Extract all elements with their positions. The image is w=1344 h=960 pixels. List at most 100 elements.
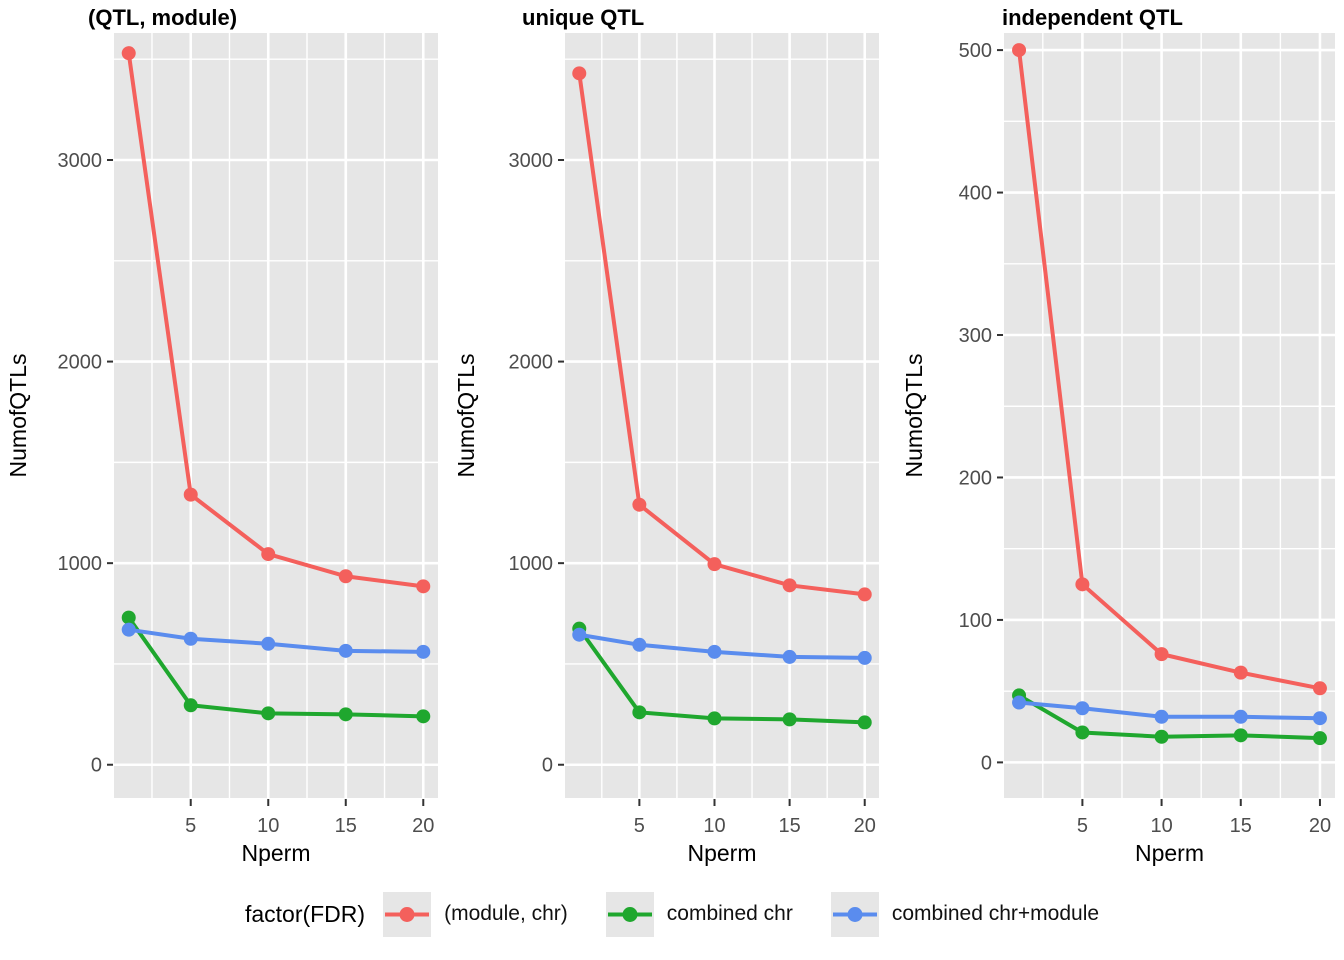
legend-swatch-svg [830, 891, 879, 937]
data-point-green [1312, 731, 1327, 746]
y-tick-label: 300 [959, 325, 992, 347]
x-axis-label: Nperm [1135, 840, 1204, 866]
data-point-blue [572, 627, 587, 642]
panel-title: independent QTL [1002, 5, 1183, 30]
x-tick-label: 10 [1150, 815, 1172, 837]
data-point-blue [1233, 709, 1248, 724]
legend-label-module-chr: (module, chr) [444, 902, 568, 925]
panel-independent-qtl-chart: 0 100 200 300 400 500 5 10 15 20 independent QTL Np… [901, 5, 1335, 866]
legend-key-green-line-icon [605, 891, 654, 937]
x-tick-label: 5 [185, 815, 196, 837]
data-point-green [183, 698, 198, 713]
x-tick-label: 15 [335, 815, 357, 837]
legend-key-red-line-icon [383, 891, 432, 937]
y-tick-label: 1000 [58, 553, 103, 575]
legend-label-combined-chr-module: combined chr+module [891, 902, 1100, 925]
data-point-blue [416, 644, 431, 659]
data-point-green [632, 705, 647, 720]
y-tick-label: 200 [959, 467, 992, 489]
y-tick-label: 0 [542, 755, 553, 777]
panel-title: unique QTL [522, 5, 644, 30]
data-point-red [338, 569, 353, 584]
data-point-blue [1012, 695, 1027, 710]
y-tick-label: 400 [959, 183, 992, 205]
data-point-red [632, 497, 647, 512]
data-point-red [1154, 647, 1169, 662]
x-tick-label: 10 [257, 815, 279, 837]
legend-key-blue-line-icon [830, 891, 879, 937]
legend: factor(FDR) (module, chr) combined chr c… [0, 868, 1344, 960]
data-point-blue [857, 650, 872, 665]
legend-swatch-svg [605, 891, 654, 937]
y-tick-label: 0 [91, 755, 102, 777]
legend-key-point [399, 906, 415, 922]
x-axis-label: Nperm [241, 840, 310, 866]
data-point-blue [261, 636, 276, 651]
y-tick-label: 3000 [58, 150, 103, 172]
data-point-blue [338, 643, 353, 658]
data-point-green [782, 712, 797, 727]
x-tick-label: 20 [1309, 815, 1331, 837]
data-point-blue [782, 649, 797, 664]
x-tick-label: 20 [412, 815, 434, 837]
y-axis-label: NumofQTLs [901, 354, 927, 478]
legend-item-combined-chr-module: combined chr+module [830, 891, 1100, 937]
data-point-blue [1154, 709, 1169, 724]
data-point-blue [1075, 701, 1090, 716]
panel-title: (QTL, module) [88, 5, 237, 30]
legend-item-module-chr: (module, chr) [383, 891, 568, 937]
data-point-red [183, 487, 198, 502]
data-point-blue [121, 622, 136, 637]
data-point-blue [183, 631, 198, 646]
data-point-red [121, 46, 136, 61]
data-point-red [572, 66, 587, 81]
data-point-red [1312, 681, 1327, 696]
y-tick-label: 1000 [509, 553, 554, 575]
x-tick-label: 5 [634, 815, 645, 837]
data-point-green [857, 715, 872, 730]
subplot-independent-qtl: 0 100 200 300 400 500 5 10 15 20 independent QTL Np… [896, 0, 1344, 868]
panel-background [114, 33, 438, 798]
panel-unique-qtl-chart: 0 1000 2000 3000 5 10 15 20 unique QTL Nperm Numof… [453, 5, 879, 866]
data-point-red [1075, 577, 1090, 592]
data-point-red [1233, 665, 1248, 680]
y-tick-label: 2000 [509, 352, 554, 374]
plots-row: 0 1000 2000 3000 5 10 15 20 (QTL, module) Nperm Nu… [0, 0, 1344, 868]
x-tick-label: 15 [1230, 815, 1252, 837]
y-tick-label: 3000 [509, 150, 554, 172]
y-tick-label: 100 [959, 610, 992, 632]
data-point-red [782, 578, 797, 593]
data-point-red [416, 579, 431, 594]
x-tick-label: 10 [703, 815, 725, 837]
x-tick-label: 20 [854, 815, 876, 837]
data-point-green [1154, 729, 1169, 744]
panel-background [565, 33, 879, 798]
data-point-blue [1312, 711, 1327, 726]
data-point-green [261, 706, 276, 721]
y-axis-label: NumofQTLs [5, 354, 31, 478]
data-point-red [707, 557, 722, 572]
legend-title: factor(FDR) [244, 900, 366, 927]
data-point-red [857, 587, 872, 602]
data-point-green [121, 610, 136, 625]
legend-label-combined-chr: combined chr [666, 902, 793, 925]
x-axis-label: Nperm [687, 840, 756, 866]
x-tick-label: 5 [1077, 815, 1088, 837]
data-point-green [338, 707, 353, 722]
y-tick-label: 0 [981, 752, 992, 774]
legend-key-point [622, 906, 638, 922]
legend-item-combined-chr: combined chr [605, 891, 793, 937]
data-point-green [707, 711, 722, 726]
subplot-qtl-module: 0 1000 2000 3000 5 10 15 20 (QTL, module) Nperm Nu… [0, 0, 448, 868]
data-point-blue [707, 644, 722, 659]
legend-swatch-svg [383, 891, 432, 937]
panel-qtl-module-chart: 0 1000 2000 3000 5 10 15 20 (QTL, module) Nperm Nu… [5, 5, 438, 866]
data-point-red [1012, 43, 1027, 58]
data-point-green [1233, 728, 1248, 743]
y-tick-label: 500 [959, 40, 992, 62]
data-point-red [261, 547, 276, 562]
data-point-green [1075, 725, 1090, 740]
legend-key-point [847, 906, 863, 922]
y-axis-label: NumofQTLs [453, 354, 479, 478]
